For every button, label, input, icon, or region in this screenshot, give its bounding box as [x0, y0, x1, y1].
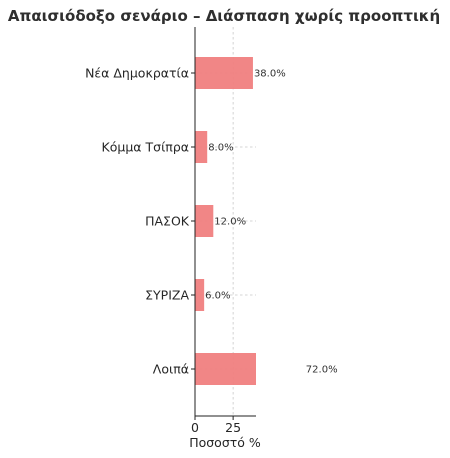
data-label: 72.0%: [306, 365, 338, 376]
bar: [195, 279, 205, 311]
bar: [195, 353, 256, 385]
category-label: ΣΥΡΙΖΑ: [145, 288, 189, 303]
labels-group: Νέα Δημοκρατία Κόμμα Τσίπρα ΠΑΣΟΚ ΣΥΡΙΖΑ Λοι…: [85, 66, 338, 377]
bar: [195, 57, 253, 89]
data-label: 6.0%: [205, 291, 230, 302]
bars-group: [195, 57, 256, 385]
chart-title: Απαισιόδοξο σενάριο – Διάσπαση χωρίς προ…: [8, 7, 440, 25]
data-label: 8.0%: [208, 143, 233, 154]
category-label: Λοιπά: [153, 362, 189, 377]
x-axis-label: Ποσοστό %: [189, 435, 261, 450]
axes-group: 0 25: [191, 27, 256, 435]
data-label: 12.0%: [214, 217, 246, 228]
category-label: Νέα Δημοκρατία: [85, 66, 189, 81]
x-tick-label: 25: [225, 420, 241, 435]
bar: [195, 205, 214, 237]
category-label: Κόμμα Τσίπρα: [102, 140, 189, 155]
data-label: 38.0%: [254, 69, 286, 80]
x-tick-label: 0: [191, 420, 199, 435]
bar: [195, 131, 208, 163]
category-label: ΠΑΣΟΚ: [145, 214, 190, 229]
